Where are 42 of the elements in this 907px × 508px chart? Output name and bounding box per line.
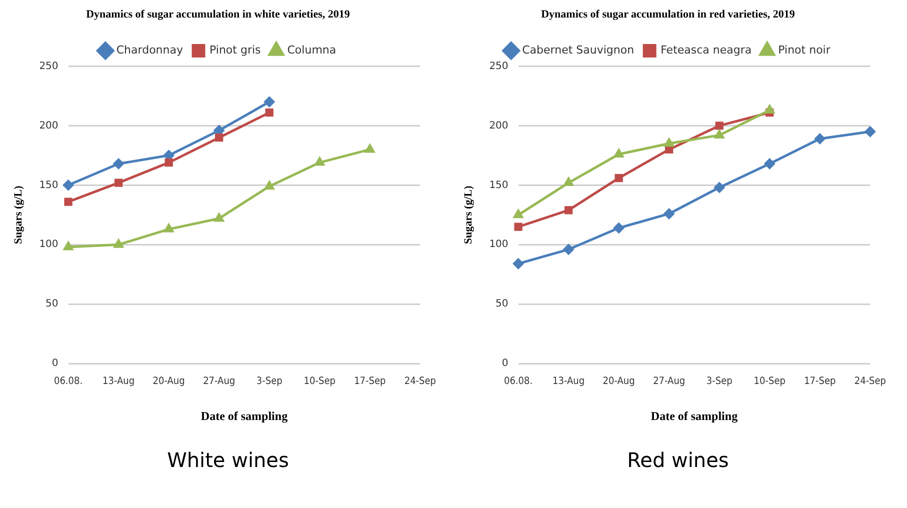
x-tick-label: 27-Aug xyxy=(653,376,686,388)
y-tick-label: 50 xyxy=(496,298,508,310)
y-tick-label: 150 xyxy=(489,180,508,191)
x-tick-label: 24-Sep xyxy=(854,376,886,388)
x-tick-label: 06.08. xyxy=(504,376,533,388)
x-tick-label: 13-Aug xyxy=(102,376,135,388)
chart-title: Dynamics of sugar accumulation in red varieties, 2019 xyxy=(541,8,796,20)
x-tick-label: 20-Aug xyxy=(602,376,635,388)
x-tick-label: 27-Aug xyxy=(203,376,236,388)
x-tick-label: 20-Aug xyxy=(152,376,185,388)
y-tick-label: 0 xyxy=(52,358,58,370)
x-tick-label: 3-Sep xyxy=(256,376,283,388)
x-axis-title: Date of sampling xyxy=(650,408,738,423)
x-tick-label: 06.08. xyxy=(54,376,83,388)
x-tick-label: 10-Sep xyxy=(304,376,336,388)
text: Red wines xyxy=(626,448,730,472)
x-tick-label: 24-Sep xyxy=(404,376,436,388)
text: White wines xyxy=(166,448,290,472)
legend-label: Columna xyxy=(287,44,336,57)
y-tick-label: 50 xyxy=(46,298,58,310)
y-tick-label: 150 xyxy=(39,180,58,191)
y-tick-label: 250 xyxy=(39,60,58,72)
x-tick-label: 17-Sep xyxy=(354,376,386,388)
y-tick-label: 200 xyxy=(39,120,58,132)
legend-label: Pinot gris xyxy=(210,44,262,57)
y-tick-label: 200 xyxy=(489,120,508,132)
y-axis-title: Sugars (g/L) xyxy=(462,185,474,244)
y-tick-label: 0 xyxy=(502,358,508,370)
y-axis-title: Sugars (g/L) xyxy=(12,185,24,244)
x-tick-label: 13-Aug xyxy=(552,376,585,388)
x-axis-title: Date of sampling xyxy=(200,408,288,423)
x-tick-label: 10-Sep xyxy=(754,376,786,388)
legend-label: Pinot noir xyxy=(778,44,831,57)
legend-label: Feteasca neagra xyxy=(660,44,752,57)
legend-label: Cabernet Sauvignon xyxy=(522,44,634,57)
y-tick-label: 250 xyxy=(489,60,508,72)
y-tick-label: 100 xyxy=(489,239,508,250)
x-tick-label: 17-Sep xyxy=(804,376,836,388)
x-tick-label: 3-Sep xyxy=(706,376,733,388)
y-tick-label: 100 xyxy=(39,239,58,250)
legend-label: Chardonnay xyxy=(116,44,184,57)
chart-title: Dynamics of sugar accumulation in white varieties, 2019 xyxy=(86,8,350,20)
